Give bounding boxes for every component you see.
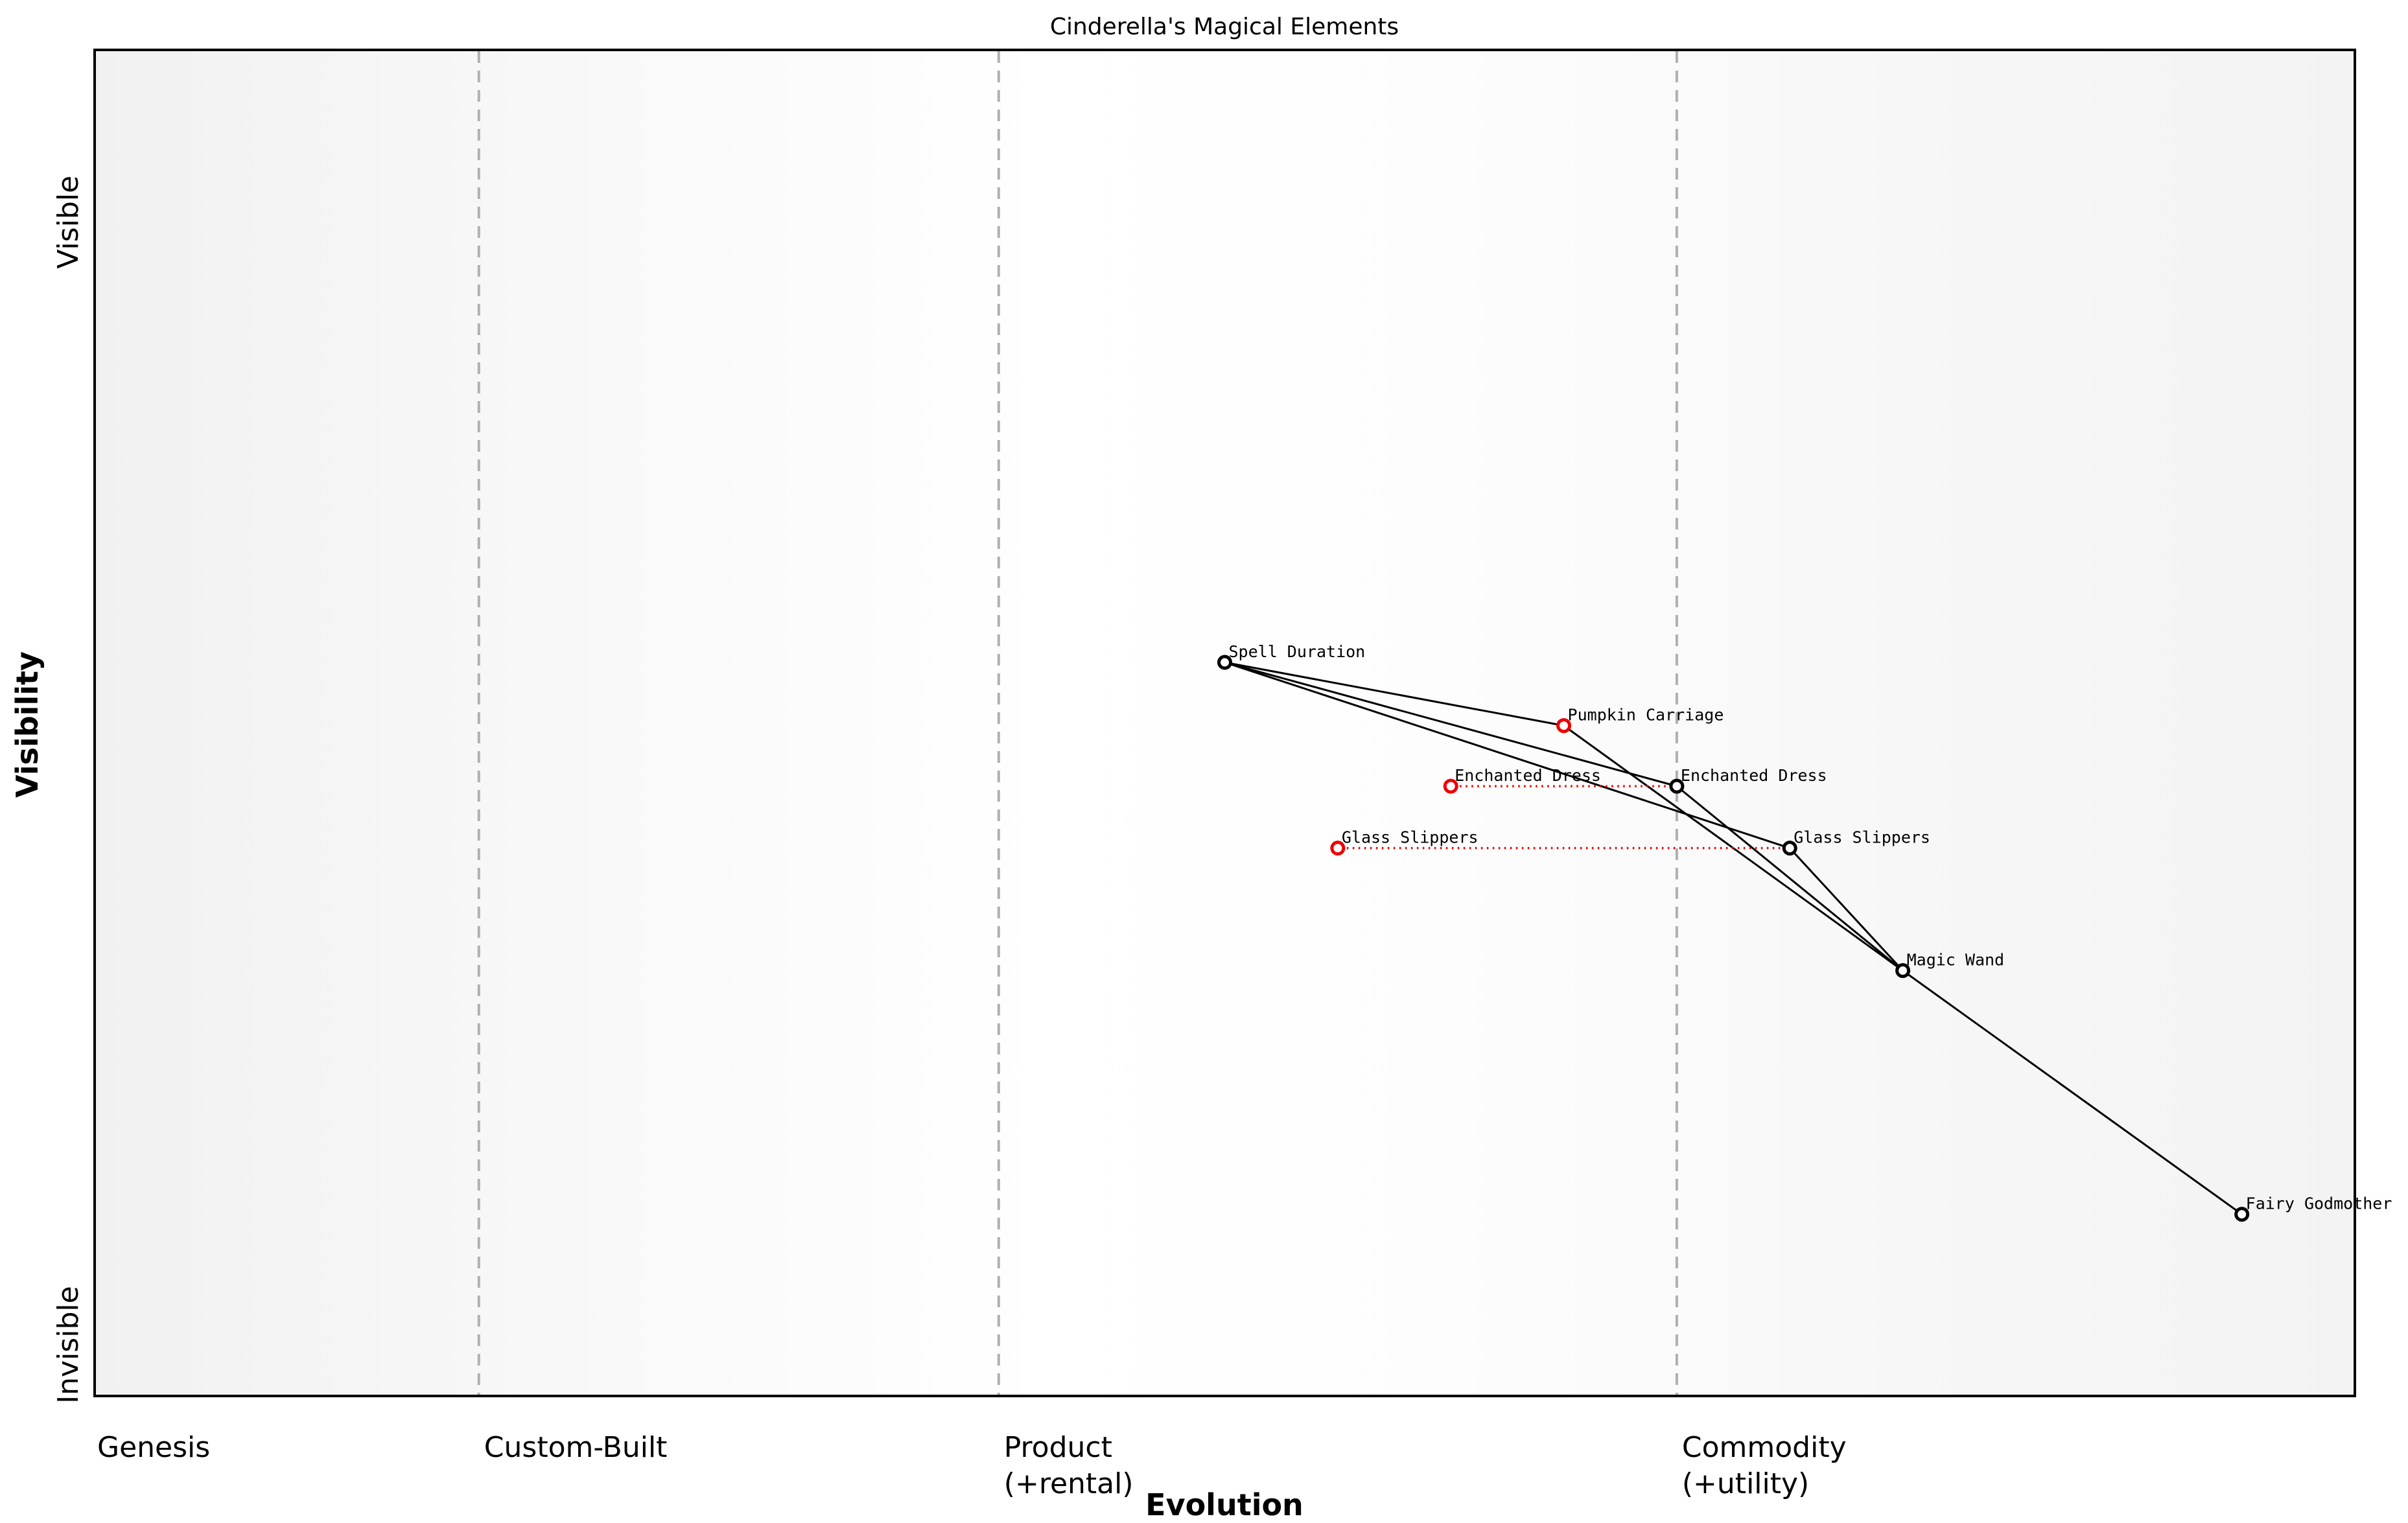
stage-labels-layer: Genesis Custom-Built Product (+rental) Commo… — [97, 1431, 1847, 1500]
chart-title: Cinderella's Magical Elements — [1050, 14, 1399, 40]
stage-label-genesis: Genesis — [97, 1431, 210, 1464]
y-axis-title: Visibility — [10, 651, 45, 798]
node-glass-slippers-red — [1330, 841, 1346, 856]
y-tick-label-invisible: Invisible — [52, 1286, 85, 1404]
plot-border — [93, 49, 2356, 1397]
node-pumpkin-carriage — [1556, 718, 1572, 734]
y-tick-label-visible: Visible — [52, 176, 85, 269]
node-label-spell-duration: Spell Duration — [1229, 642, 1366, 661]
node-enchanted-dress-red — [1443, 778, 1458, 794]
stage-boundaries-layer — [477, 51, 1678, 1395]
node-label-enchanted-dress-black: Enchanted Dress — [1681, 766, 1827, 785]
evolve-links-layer — [1346, 785, 1781, 850]
stage-label-custom-built: Custom-Built — [484, 1431, 668, 1464]
link-glass-slippers-black--magic-wand — [1789, 847, 1904, 971]
node-label-magic-wand: Magic Wand — [1907, 951, 2005, 970]
node-label-glass-slippers-red: Glass Slippers — [1342, 828, 1479, 847]
node-label-fairy-godmother: Fairy Godmother — [2246, 1194, 2392, 1213]
link-spell-duration--pumpkin-carriage — [1224, 661, 1564, 727]
node-fairy-godmother — [2234, 1207, 2250, 1222]
node-label-pumpkin-carriage: Pumpkin Carriage — [1568, 706, 1724, 725]
plot-background — [95, 50, 2355, 1396]
nodes-layer — [1217, 655, 2250, 1222]
link-spell-duration--glass-slippers-black — [1224, 661, 1790, 850]
link-spell-duration--enchanted-dress-black — [1224, 661, 1677, 787]
node-magic-wand — [1895, 963, 1911, 979]
node-labels-layer: Spell Duration Pumpkin Carriage Enchanted … — [1229, 642, 2392, 1213]
node-spell-duration — [1217, 655, 1232, 670]
node-label-enchanted-dress-red: Enchanted Dress — [1455, 766, 1601, 785]
stage-label-product: Product (+rental) — [1004, 1431, 1134, 1500]
node-glass-slippers-black — [1782, 841, 1797, 856]
link-magic-wand--fairy-godmother — [1902, 970, 2243, 1215]
node-enchanted-dress-black — [1669, 778, 1685, 794]
stage-label-commodity: Commodity (+utility) — [1682, 1431, 1847, 1500]
link-enchanted-dress-black--magic-wand — [1676, 785, 1904, 971]
node-label-glass-slippers-black: Glass Slippers — [1794, 828, 1930, 847]
y-tick-labels-layer: Visible Invisible — [52, 176, 85, 1404]
x-axis-title: Evolution — [1145, 1487, 1303, 1522]
